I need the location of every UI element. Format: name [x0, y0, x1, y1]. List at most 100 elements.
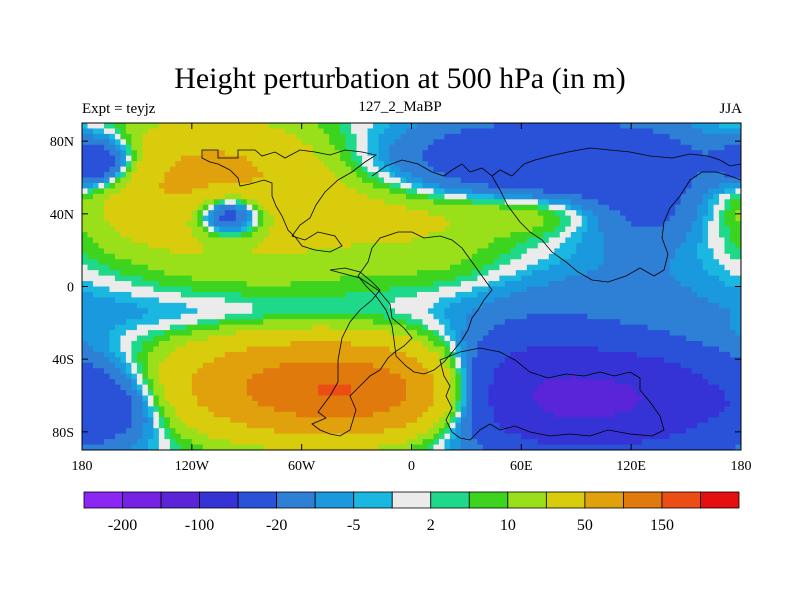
field-cell — [493, 417, 709, 424]
field-cell — [82, 444, 133, 450]
season-label: JJA — [719, 101, 742, 117]
field-cell — [202, 210, 209, 217]
field-cell — [191, 373, 253, 380]
field-cell — [697, 422, 741, 429]
field-cell — [702, 193, 715, 200]
field-cell — [158, 368, 198, 375]
field-cell — [158, 319, 198, 326]
field-cell — [351, 384, 407, 391]
field-cell — [92, 188, 105, 195]
field-cell — [373, 161, 385, 168]
y-tick-label: 40N — [50, 208, 74, 223]
field-cell — [460, 400, 468, 407]
field-cell — [142, 341, 160, 348]
field-cell — [142, 379, 149, 386]
field-cell — [620, 210, 676, 217]
field-cell — [213, 221, 242, 228]
field-cell — [384, 177, 402, 184]
field-cell — [565, 204, 572, 211]
field-cell — [444, 188, 473, 195]
field-cell — [482, 264, 500, 271]
field-cell — [559, 215, 572, 222]
field-cell — [235, 330, 391, 337]
field-cell — [114, 351, 127, 358]
field-cell — [730, 199, 741, 206]
field-cell — [263, 204, 407, 211]
field-cell — [455, 291, 478, 298]
field-cell — [147, 439, 160, 446]
field-cell — [719, 259, 741, 266]
field-cell — [169, 324, 187, 331]
y-tick-label: 80S — [52, 426, 74, 441]
field-cell — [384, 128, 407, 135]
field-cell — [444, 172, 698, 179]
field-cell — [724, 144, 741, 151]
field-cell — [598, 264, 671, 271]
field-cell — [702, 215, 715, 222]
field-cell — [345, 182, 374, 189]
field-cell — [246, 199, 259, 206]
field-cell — [252, 308, 396, 315]
field-cell — [82, 357, 111, 364]
field-cell — [719, 232, 731, 239]
field-cell — [400, 177, 407, 184]
field-cell — [246, 221, 253, 228]
field-cell — [384, 313, 413, 320]
field-cell — [257, 221, 264, 228]
field-cell — [510, 259, 539, 266]
field-cell — [389, 406, 429, 413]
field-cell — [208, 406, 275, 413]
field-cell — [411, 182, 424, 189]
field-cell — [175, 406, 209, 413]
field-cell — [730, 324, 741, 331]
field-cell — [576, 373, 704, 380]
field-cell — [466, 400, 473, 407]
field-cell — [466, 319, 506, 326]
field-cell — [576, 226, 588, 233]
field-cell — [169, 335, 209, 342]
field-cell — [103, 123, 116, 130]
field-cell — [455, 400, 462, 407]
field-cell — [257, 215, 264, 222]
field-cell — [82, 215, 105, 222]
field-cell — [82, 417, 133, 424]
field-cell — [669, 264, 704, 271]
field-cell — [395, 161, 429, 168]
field-cell — [406, 351, 440, 358]
field-cell — [82, 199, 105, 206]
field-cell — [98, 259, 133, 266]
field-cell — [356, 172, 369, 179]
field-cell — [131, 133, 144, 140]
field-cell — [493, 368, 693, 375]
field-cell — [460, 417, 473, 424]
field-cell — [213, 215, 220, 222]
field-cell — [208, 182, 347, 189]
field-cell — [438, 286, 473, 293]
field-cell — [460, 362, 468, 369]
field-cell — [581, 193, 682, 200]
field-cell — [625, 215, 671, 222]
field-cell — [537, 204, 550, 211]
field-cell — [109, 193, 226, 200]
field-cell — [340, 128, 352, 135]
field-cell — [136, 324, 171, 331]
field-cell — [213, 199, 220, 206]
field-cell — [449, 417, 457, 424]
field-cell — [263, 444, 380, 450]
field-cell — [719, 123, 741, 130]
field-cell — [521, 433, 671, 440]
colorbar-swatch — [353, 491, 393, 509]
field-cell — [147, 444, 160, 450]
field-cell — [131, 417, 149, 424]
field-cell — [142, 373, 149, 380]
field-cell — [125, 128, 149, 135]
field-cell — [98, 242, 149, 249]
field-cell — [675, 248, 698, 255]
field-cell — [427, 444, 435, 450]
field-cell — [669, 330, 737, 337]
field-cell — [142, 395, 149, 402]
field-cell — [109, 330, 127, 337]
field-cell — [449, 395, 457, 402]
field-cell — [147, 390, 154, 397]
field-cell — [730, 193, 741, 200]
